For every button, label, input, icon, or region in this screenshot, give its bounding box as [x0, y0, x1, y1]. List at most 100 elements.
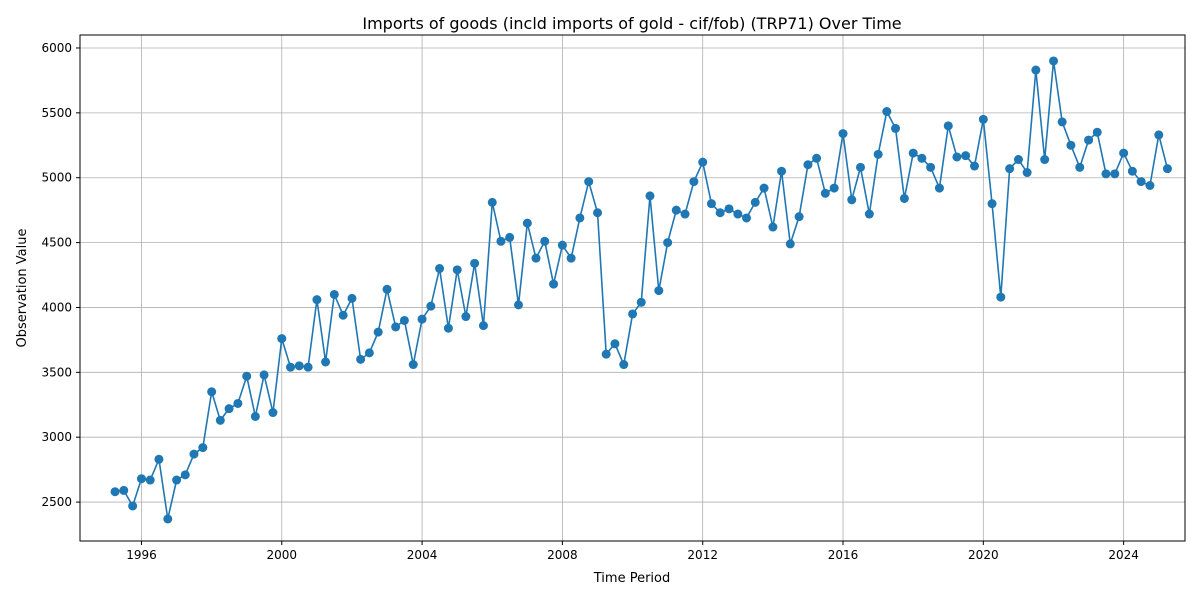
data-point [952, 152, 962, 162]
data-point [1162, 164, 1172, 174]
data-point [1005, 164, 1015, 174]
data-point [321, 357, 331, 367]
data-point [154, 454, 164, 464]
data-point [864, 209, 874, 219]
data-point [829, 183, 839, 193]
data-point [1049, 56, 1059, 66]
data-point [899, 193, 909, 203]
x-tick-label: 2024 [1108, 548, 1139, 562]
data-point [136, 474, 146, 484]
data-point [470, 258, 480, 268]
data-point [671, 205, 681, 215]
data-point [610, 339, 620, 349]
x-tick-label: 2004 [407, 548, 438, 562]
data-point [549, 279, 559, 289]
data-point [978, 114, 988, 124]
data-point [522, 218, 532, 228]
data-point [855, 162, 865, 172]
data-point [207, 387, 217, 397]
data-point [399, 315, 409, 325]
data-point [347, 293, 357, 303]
data-point [338, 310, 348, 320]
data-point [715, 208, 725, 218]
data-point [575, 213, 585, 223]
data-point [987, 199, 997, 209]
data-point [882, 107, 892, 117]
series-line-layer [114, 60, 1169, 520]
data-point [628, 309, 638, 319]
data-point [961, 151, 971, 161]
data-point [847, 195, 857, 205]
y-tick-label: 5000 [41, 171, 72, 185]
y-tick-label: 3000 [41, 430, 72, 444]
x-axis-ticks: 1996 2000 2004 2008 2012 2016 2020 2024 [126, 541, 1139, 562]
data-point [145, 475, 155, 485]
data-point [417, 314, 427, 324]
data-points [110, 56, 1172, 524]
data-point [452, 265, 462, 275]
data-point [443, 323, 453, 333]
data-point [838, 129, 848, 139]
data-point [496, 236, 506, 246]
data-point [742, 213, 751, 223]
data-point [566, 253, 576, 263]
data-point [128, 501, 138, 511]
y-tick-label: 3500 [41, 365, 72, 379]
y-tick-label: 5500 [41, 106, 72, 120]
grid [80, 35, 1185, 541]
data-point [820, 188, 830, 198]
data-point [636, 297, 646, 307]
data-point [1092, 127, 1102, 137]
data-point [461, 312, 471, 322]
y-tick-label: 6000 [41, 41, 72, 55]
data-point [873, 149, 883, 159]
data-point [198, 443, 208, 453]
data-point [250, 411, 260, 421]
data-point [1119, 148, 1129, 158]
data-point [487, 197, 497, 207]
data-point [1040, 155, 1050, 165]
data-point [1136, 177, 1146, 187]
data-point [224, 404, 234, 414]
data-point [110, 487, 120, 497]
data-point [514, 300, 523, 310]
data-point [478, 321, 488, 331]
data-point [777, 166, 787, 176]
x-axis-label: Time Period [593, 571, 670, 586]
data-point [1031, 65, 1041, 75]
data-point [812, 153, 822, 163]
data-point [391, 322, 401, 332]
data-point [294, 361, 304, 371]
y-tick-label: 4500 [41, 236, 72, 250]
data-point [584, 177, 594, 187]
y-axis-ticks: 2500 3000 3500 4000 4500 5000 5500 6000 [41, 41, 80, 509]
data-point [943, 121, 953, 131]
data-point [382, 284, 392, 294]
data-point [593, 208, 603, 218]
data-point [303, 362, 313, 372]
x-tick-label: 2016 [828, 548, 859, 562]
plot-frame [79, 34, 1186, 542]
data-point [619, 360, 629, 370]
data-point [680, 209, 690, 219]
data-point [259, 370, 269, 380]
data-point [1013, 155, 1023, 165]
data-point [768, 222, 778, 232]
data-point [645, 191, 655, 201]
data-point [277, 334, 287, 344]
data-point [364, 348, 374, 358]
data-point [1101, 169, 1111, 179]
data-point [934, 183, 944, 193]
data-point [750, 197, 760, 207]
data-point [286, 362, 296, 372]
data-point [706, 199, 716, 209]
data-point [1110, 169, 1120, 179]
data-point [540, 236, 550, 246]
data-point [1084, 135, 1094, 145]
x-tick-label: 2020 [968, 548, 999, 562]
y-tick-label: 4000 [41, 300, 72, 314]
data-point [969, 161, 979, 171]
data-point [215, 415, 225, 425]
data-point [724, 204, 734, 214]
